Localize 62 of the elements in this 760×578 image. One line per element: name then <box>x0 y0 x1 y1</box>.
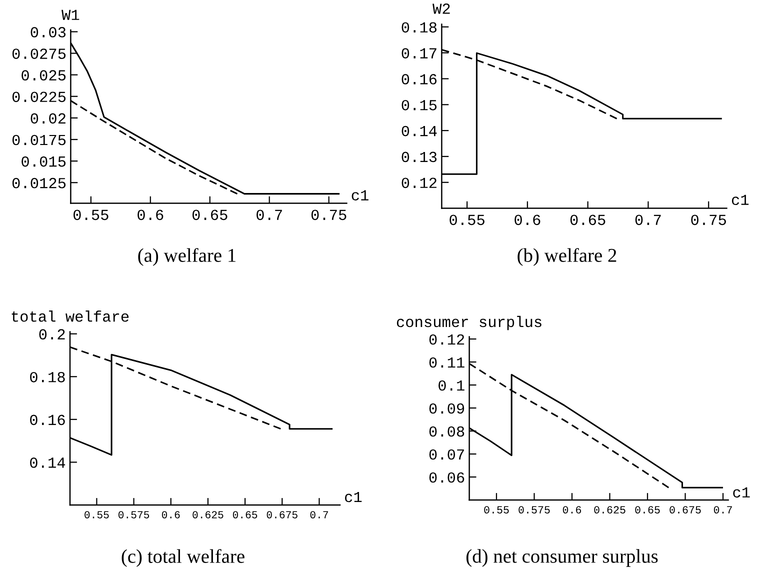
y-tick-label: 0.0275 <box>12 48 66 59</box>
text: (b) welfare 2 <box>518 248 616 266</box>
x-tick-label: 0.575 <box>118 511 150 518</box>
x-tick-label: 0.55 <box>84 511 109 518</box>
x-tick-label: 0.675 <box>266 511 298 518</box>
y-tick-label: 0.02 <box>30 113 66 124</box>
x-tick-label: 0.6 <box>562 506 582 514</box>
text: (d) net consumer surplus <box>466 549 658 567</box>
y-tick-label: 0.12 <box>402 178 436 188</box>
y-tick-label: 0.2 <box>39 329 65 340</box>
x-tick-label: 0.75 <box>691 214 726 226</box>
x-tick-label: 0.7 <box>635 214 661 226</box>
y-tick-label: 0.14 <box>402 126 437 136</box>
y-tick-label: 0.17 <box>402 48 436 58</box>
y-tick-label: 0.015 <box>22 156 66 167</box>
y-tick-label: 0.0125 <box>12 178 66 188</box>
x-tick-label: 0.7 <box>714 506 732 514</box>
y-tick-label: 0.16 <box>402 74 437 84</box>
x-tick-label: 0.55 <box>450 214 484 226</box>
y-tick-label: 0.0225 <box>12 92 66 102</box>
y-tick-label: 0.16 <box>30 414 65 426</box>
text: (c) total welfare <box>122 549 244 567</box>
y-tick-label: 0.18 <box>30 372 65 382</box>
x-tick-label: 0.65 <box>635 506 660 514</box>
y-tick-label: 0.07 <box>429 449 464 460</box>
y-tick-label: 0.11 <box>429 357 464 368</box>
y-tick-label: 0.13 <box>402 152 437 162</box>
y-axis-title: total welfare <box>12 310 129 322</box>
y-tick-label: 0.025 <box>22 70 66 81</box>
x-tick-label: 0.65 <box>570 214 606 226</box>
x-tick-label: 0.7 <box>256 210 282 220</box>
y-axis-title: consumer surplus <box>396 316 542 330</box>
x-tick-label: 0.65 <box>192 210 228 220</box>
x-tick-label: 0.55 <box>74 210 108 220</box>
x-tick-label: 0.675 <box>670 506 701 514</box>
x-tick-label: 0.65 <box>232 511 258 518</box>
y-tick-label: 0.08 <box>429 426 464 437</box>
x-axis-title: c1 <box>732 194 749 206</box>
x-tick-label: 0.6 <box>514 214 540 226</box>
y-tick-label: 0.06 <box>429 472 464 483</box>
x-tick-label: 0.55 <box>484 506 509 514</box>
x-tick-label: 0.575 <box>518 506 550 514</box>
x-axis-title: c1 <box>733 487 750 498</box>
y-axis-title: W1 <box>62 10 80 20</box>
y-tick-label: 0.1 <box>438 380 464 391</box>
y-axis-title: W2 <box>432 4 450 14</box>
x-axis-title: c1 <box>352 190 368 200</box>
x-tick-label: 0.6 <box>162 511 180 518</box>
x-tick-label: 0.7 <box>310 511 328 518</box>
y-tick-label: 0.0175 <box>12 134 66 146</box>
y-tick-label: 0.14 <box>30 458 66 468</box>
y-tick-label: 0.18 <box>402 22 437 33</box>
text: (a) welfare 1 <box>138 248 236 266</box>
x-axis-title: c1 <box>345 492 362 502</box>
y-tick-label: 0.03 <box>30 27 66 38</box>
x-tick-label: 0.625 <box>192 511 224 518</box>
x-tick-label: 0.75 <box>311 210 346 220</box>
y-tick-label: 0.15 <box>402 100 437 110</box>
x-tick-label: 0.625 <box>594 506 626 514</box>
y-tick-label: 0.09 <box>429 403 464 414</box>
y-tick-label: 0.12 <box>429 334 464 345</box>
x-tick-label: 0.6 <box>138 210 164 220</box>
